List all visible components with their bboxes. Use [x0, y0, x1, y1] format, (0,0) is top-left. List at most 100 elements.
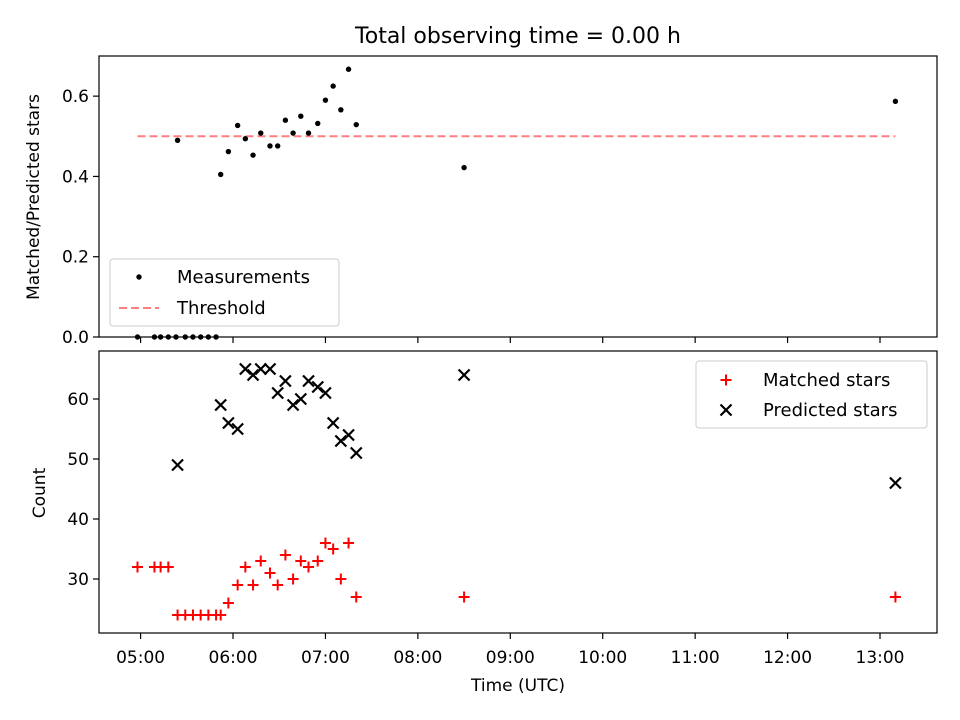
bottom-y-tick-label: 60: [67, 390, 89, 410]
measurement-point: [461, 164, 467, 171]
matched-star-point: [343, 537, 355, 549]
legend-label-measurements: Measurements: [177, 267, 310, 288]
x-b: [239, 362, 252, 376]
top-y-axis-label: Matched/Predicted stars: [24, 94, 44, 300]
measurement-point: [250, 152, 256, 158]
bottom-x-tick-label: 09:00: [486, 648, 535, 668]
matched-star-point: [303, 561, 314, 573]
bottom-x-tick-label: 13:00: [856, 648, 905, 668]
x-b: [279, 374, 292, 388]
chart-title: Total observing time = 0.00 h: [354, 24, 681, 49]
matched-star-point: [162, 561, 174, 573]
measurement-point: [242, 135, 249, 142]
top-y-tick-label: 0.0: [62, 328, 89, 348]
matched-star-point: [312, 555, 324, 567]
measurement-point: [892, 98, 899, 105]
x-b: [171, 458, 184, 472]
measurement-point: [174, 137, 181, 143]
bottom-y-tick-label: 30: [67, 570, 89, 590]
predicted-star-point: [254, 362, 268, 376]
measurements-series: [134, 66, 899, 340]
bottom-y-tick-label: 50: [67, 450, 89, 470]
x-b: [349, 446, 363, 460]
x-b: [271, 386, 284, 400]
matched-star-point: [239, 561, 251, 573]
measurement-point: [165, 334, 172, 340]
predicted-star-point: [263, 362, 277, 376]
bottom-x-tick-label: 06:00: [209, 648, 258, 668]
top-axes-frame: [98, 55, 938, 338]
x-b: [294, 392, 308, 406]
matched-star-point: [264, 567, 276, 579]
x-b: [342, 428, 355, 442]
measurement-point: [353, 121, 359, 128]
matched-star-point: [889, 591, 901, 603]
matched-star-point: [279, 549, 291, 561]
legend-marker-measurements: [136, 274, 142, 280]
x-b: [286, 398, 300, 412]
matched-star-point: [132, 561, 144, 573]
legend-label-threshold: Threshold: [176, 298, 266, 319]
matched-star-point: [458, 591, 470, 603]
bottom-y-axis-label: Count: [30, 467, 50, 518]
top-y-tick-label: 0.2: [62, 248, 89, 268]
matched-star-point: [350, 591, 362, 603]
x-b: [222, 416, 235, 430]
measurement-point: [182, 334, 188, 340]
predicted-star-point: [349, 446, 363, 460]
top-legend: Measurements Threshold: [109, 258, 340, 327]
measurement-point: [267, 143, 273, 149]
measurement-point: [225, 148, 232, 155]
matched-star-point: [327, 543, 339, 555]
predicted-star-point: [319, 386, 332, 400]
predicted-star-point: [302, 374, 315, 388]
x-b: [334, 434, 348, 448]
x-b: [302, 374, 315, 388]
predicted-star-point: [222, 416, 235, 430]
measurement-point: [190, 334, 196, 340]
measurement-point: [258, 130, 264, 136]
measurement-point: [217, 171, 224, 178]
predicted-star-point: [326, 416, 340, 430]
legend-label-matched: Matched stars: [763, 370, 890, 391]
predicted-star-point: [334, 434, 348, 448]
bottom-x-tick-label: 12:00: [763, 648, 812, 668]
bottom-x-tick-label: 11:00: [671, 648, 720, 668]
matched-star-point: [232, 579, 244, 591]
legend-box: [109, 258, 340, 327]
x-b: [246, 368, 260, 382]
x-b: [231, 422, 244, 436]
predicted-star-point: [246, 368, 260, 382]
measurement-point: [338, 107, 344, 113]
measurement-point: [213, 334, 219, 340]
predicted-star-point: [342, 428, 355, 442]
matched-stars-series: [132, 537, 901, 621]
legend-box: [695, 360, 928, 429]
predicted-star-point: [239, 362, 252, 376]
top-panel: 0.0 0.2 0.4 0.6 Measurements Threshold: [62, 55, 938, 348]
predicted-star-point: [294, 392, 308, 406]
matched-star-point: [295, 555, 307, 567]
matched-star-point: [222, 597, 234, 609]
x-b: [457, 368, 471, 382]
bottom-x-tick-label: 05:00: [116, 648, 165, 668]
measurement-point: [345, 66, 352, 72]
measurement-point: [305, 130, 312, 136]
matched-star-point: [287, 573, 299, 585]
x-b: [889, 476, 902, 490]
x-b: [311, 380, 325, 394]
x-b: [326, 416, 340, 430]
measurement-point: [330, 83, 336, 89]
predicted-star-point: [214, 398, 227, 412]
measurement-point: [151, 334, 158, 340]
legend-label-predicted: Predicted stars: [763, 400, 897, 421]
x-b: [254, 362, 268, 376]
matched-star-point: [255, 555, 267, 567]
bottom-x-tick-label: 10:00: [578, 648, 627, 668]
bottom-panel: 30 40 50 60 05:00 06:00 07:00 08:00 09:00 10:00 11…: [67, 350, 938, 668]
measurement-point: [234, 122, 241, 129]
matched-star-point: [215, 609, 227, 621]
x-b: [214, 398, 227, 412]
measurement-point: [134, 334, 141, 340]
